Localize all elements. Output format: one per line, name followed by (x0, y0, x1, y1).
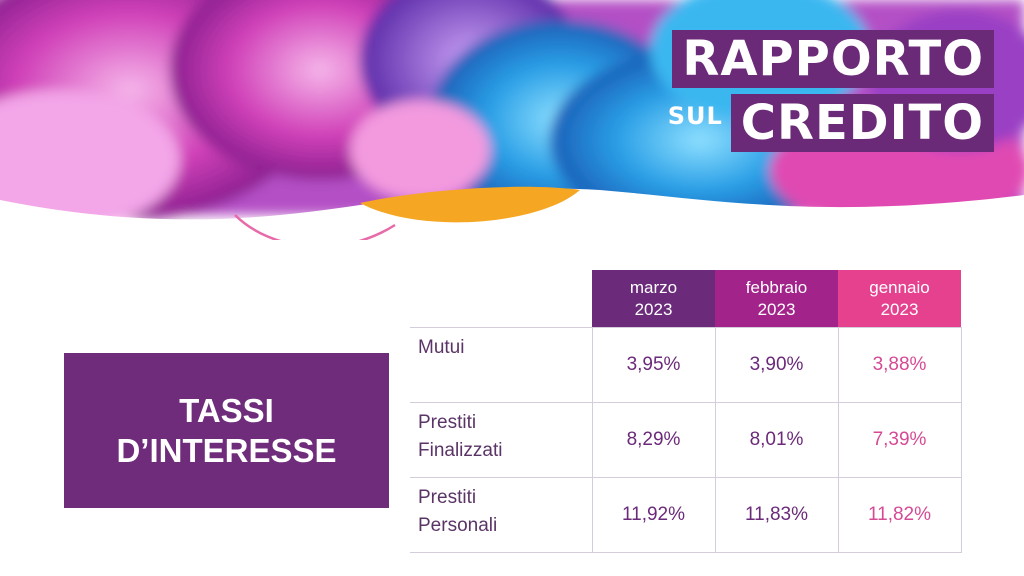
row-label: Prestiti Finalizzati (410, 402, 593, 478)
row-label-line2: Finalizzati (418, 440, 503, 461)
rate-cell: 11,92% (591, 477, 716, 553)
header-february: febbraio 2023 (715, 270, 838, 328)
section-label: TASSI D’INTERESSE (116, 391, 336, 471)
header-march: marzo 2023 (592, 270, 715, 328)
interest-rates-table: marzo 2023 febbraio 2023 gennaio 2023 Mu… (410, 270, 962, 553)
header-january: gennaio 2023 (838, 270, 961, 328)
header-month: gennaio (869, 277, 930, 297)
row-label: Prestiti Personali (410, 477, 593, 553)
rate-cell: 3,90% (714, 327, 839, 403)
header-blank-cell (410, 270, 592, 328)
header-year: 2023 (634, 299, 673, 319)
row-label-line1: Prestiti (418, 412, 477, 433)
table-row-mutui: Mutui 3,95% 3,90% 3,88% (410, 327, 962, 403)
rate-cell: 11,82% (837, 477, 962, 553)
header-year: 2023 (880, 299, 919, 319)
header-month: marzo (629, 277, 678, 297)
title-sul: SUL (667, 102, 723, 130)
title-rapporto: RAPPORTO (672, 30, 994, 88)
section-label-line2: D’INTERESSE (116, 431, 337, 469)
table-row-prestiti-finalizzati: Prestiti Finalizzati 8,29% 8,01% 7,39% (410, 402, 962, 478)
row-label: Mutui (410, 327, 593, 403)
table-header-row: marzo 2023 febbraio 2023 gennaio 2023 (410, 270, 961, 328)
header-year: 2023 (757, 299, 796, 319)
rate-cell: 7,39% (837, 402, 962, 478)
row-label-line1: Mutui (418, 337, 465, 358)
report-title: RAPPORTO SUL CREDITO (668, 30, 994, 152)
table-row-prestiti-personali: Prestiti Personali 11,92% 11,83% 11,82% (410, 477, 962, 553)
rate-cell: 3,95% (591, 327, 716, 403)
section-label-line1: TASSI (179, 391, 274, 429)
rate-cell: 3,88% (837, 327, 962, 403)
rate-cell: 11,83% (714, 477, 839, 553)
header-month: febbraio (745, 277, 808, 297)
rate-cell: 8,01% (714, 402, 839, 478)
row-label-line2: Personali (418, 515, 498, 536)
row-label-line1: Prestiti (418, 487, 477, 508)
rate-cell: 8,29% (591, 402, 716, 478)
section-label-box: TASSI D’INTERESSE (64, 353, 389, 508)
title-credito: CREDITO (730, 94, 994, 152)
